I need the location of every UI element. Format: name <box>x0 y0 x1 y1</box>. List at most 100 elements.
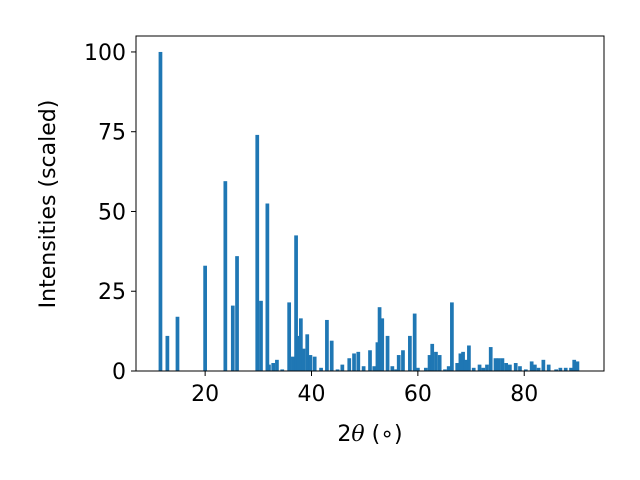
bar <box>496 358 501 371</box>
bar-series <box>158 51 580 371</box>
bar <box>427 355 432 371</box>
x-tick-label: 60 <box>404 382 432 407</box>
bar <box>513 363 518 371</box>
plot-background <box>136 36 604 371</box>
x-tick-label: 40 <box>298 382 326 407</box>
x-axis-label-unit: (∘) <box>365 422 403 447</box>
bar <box>265 203 270 371</box>
bar <box>203 265 207 371</box>
bar <box>385 335 390 371</box>
bar <box>275 359 279 371</box>
bar <box>575 361 580 371</box>
bar <box>423 367 428 371</box>
bar <box>554 369 558 371</box>
y-tick-label: 50 <box>98 200 126 225</box>
bar <box>401 350 405 371</box>
bar <box>271 363 276 371</box>
bar <box>518 366 522 371</box>
bar <box>259 300 263 371</box>
bar <box>175 316 180 371</box>
bar <box>461 351 465 371</box>
bar <box>396 355 401 371</box>
bar <box>158 51 163 371</box>
bar <box>319 367 323 371</box>
bar <box>572 359 577 371</box>
x-tick-label: 80 <box>510 382 538 407</box>
bar <box>529 361 534 371</box>
bar <box>255 134 260 371</box>
bar <box>443 369 447 371</box>
bar <box>485 364 489 371</box>
bar <box>299 318 303 371</box>
bar <box>467 345 471 371</box>
bar <box>481 367 486 371</box>
bar <box>368 350 372 371</box>
bar <box>372 366 377 371</box>
bar <box>390 366 395 371</box>
bar <box>434 351 438 371</box>
bar <box>291 356 295 371</box>
bar <box>287 302 292 371</box>
bar <box>455 363 460 371</box>
bar <box>280 369 285 371</box>
x-axis: 20 40 60 80 <box>191 371 538 407</box>
bar <box>377 307 382 371</box>
bar <box>394 369 398 371</box>
bar <box>541 359 546 371</box>
bar <box>329 340 334 371</box>
bar <box>352 353 356 371</box>
bar <box>361 366 366 371</box>
bar <box>267 364 271 371</box>
bar <box>356 351 361 371</box>
bar <box>493 358 498 371</box>
bar <box>416 367 420 371</box>
bar <box>223 181 228 371</box>
x-tick-label: 20 <box>191 382 219 407</box>
bar <box>335 369 340 371</box>
bar <box>558 367 563 371</box>
bar <box>471 367 476 371</box>
bar <box>477 364 482 371</box>
bar <box>446 366 451 371</box>
bar <box>296 335 301 371</box>
bar <box>294 235 298 371</box>
y-tick-label: 0 <box>112 360 126 385</box>
bar <box>504 363 508 371</box>
bar <box>408 335 412 371</box>
bar <box>458 353 463 371</box>
bar <box>312 356 317 371</box>
plot-frame <box>135 35 605 372</box>
bar <box>523 369 528 371</box>
x-axis-label: 2θ (∘) <box>337 422 402 447</box>
y-axis: 0 25 50 75 100 <box>84 41 136 385</box>
bar <box>347 358 352 371</box>
bar <box>412 313 417 371</box>
y-tick-label: 100 <box>84 41 126 66</box>
bar <box>450 302 454 371</box>
bar <box>305 334 310 371</box>
bar <box>340 364 345 371</box>
bar <box>437 355 442 371</box>
bar <box>165 335 170 371</box>
bar <box>308 355 313 371</box>
bar <box>488 347 493 371</box>
bar <box>508 364 512 371</box>
bar <box>375 342 380 371</box>
bar <box>533 364 537 371</box>
x-axis-label-prefix: 2 <box>337 422 351 447</box>
bar <box>536 367 541 371</box>
x-axis-label-theta: θ <box>351 422 364 447</box>
bar <box>430 343 435 371</box>
bar <box>235 256 239 371</box>
bar <box>563 367 568 371</box>
bar <box>500 358 505 371</box>
y-tick-label: 75 <box>98 121 126 146</box>
bar <box>463 359 468 371</box>
bar <box>546 364 551 371</box>
y-axis-label: Intensities (scaled) <box>36 100 61 309</box>
y-tick-label: 25 <box>98 280 126 305</box>
bar <box>569 367 573 371</box>
bar <box>380 318 385 371</box>
bar <box>230 305 235 371</box>
